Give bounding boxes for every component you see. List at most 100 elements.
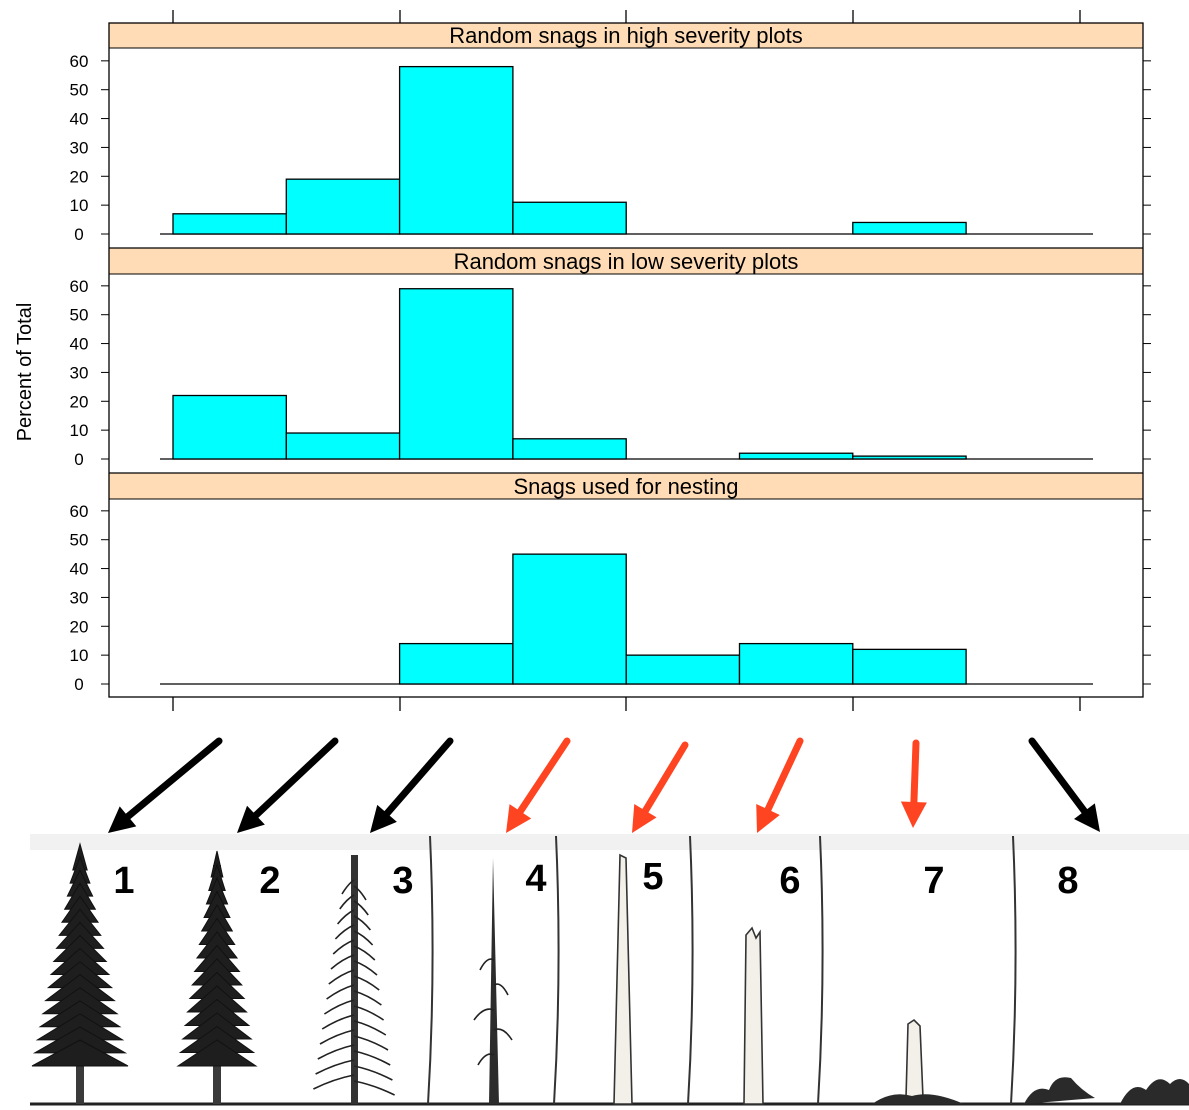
tree-1 <box>31 842 129 1104</box>
stage-6-number: 6 <box>779 860 800 902</box>
y-tick-label: 0 <box>74 225 83 244</box>
bar-7 <box>852 648 967 685</box>
y-tick-label: 30 <box>70 588 89 607</box>
stage-7-arrow <box>900 739 927 828</box>
panel-3: Snags used for nesting 0 10 20 30 40 50 60 <box>70 472 1151 694</box>
histogram-panels: Random snags in high severity plots 0 10 20… <box>70 22 1151 694</box>
y-tick-label: 60 <box>70 502 89 521</box>
arrow-head <box>632 804 657 833</box>
tree-3 <box>313 855 395 1104</box>
branch <box>321 1014 387 1036</box>
illustration-divider <box>553 835 560 1105</box>
panel-2: Random snags in low severity plots 0 10 20 3… <box>70 247 1151 469</box>
stage-8-arrow <box>1028 737 1100 832</box>
panel-strip <box>108 472 1144 500</box>
arrow-shaft <box>252 737 339 819</box>
branch <box>319 1029 389 1051</box>
y-tick-label: 10 <box>70 421 89 440</box>
arrow-head <box>1074 803 1100 832</box>
stage-1-number: 1 <box>113 860 134 902</box>
bar-6 <box>738 642 854 685</box>
stage-1-arrow <box>108 737 223 833</box>
trunk <box>351 855 358 1104</box>
bar-1 <box>172 213 287 235</box>
tree-5 <box>613 853 633 1105</box>
branch <box>479 958 495 971</box>
arrow-head <box>108 806 137 833</box>
branch <box>313 1074 395 1096</box>
arrow-head <box>756 803 780 833</box>
branch <box>328 969 380 991</box>
y-tick-label: 30 <box>70 138 89 157</box>
stage-4-arrow <box>506 737 571 833</box>
bar-1 <box>172 394 287 460</box>
stage-8-number: 8 <box>1057 860 1078 902</box>
tree-4 <box>473 858 513 1104</box>
y-tick-label: 50 <box>70 531 89 550</box>
y-axis-title: Percent of Total <box>14 303 36 442</box>
foliage-tier <box>31 1039 129 1067</box>
y-tick-label: 50 <box>70 306 89 325</box>
y-tick-label: 60 <box>70 52 89 71</box>
stage-4-number: 4 <box>525 858 546 900</box>
bar-4 <box>512 553 627 685</box>
bar-2 <box>285 432 401 460</box>
bar-7 <box>852 221 967 235</box>
y-tick-label: 40 <box>70 335 89 354</box>
stump <box>905 1018 924 1099</box>
branch <box>477 1053 495 1066</box>
stage-6-arrow <box>756 737 804 833</box>
tree-decay-illustration: 1 2 3 4 5 6 7 8 <box>30 834 1189 1106</box>
tree-2 <box>176 850 258 1104</box>
arrow-shaft <box>764 737 804 813</box>
y-tick-label: 50 <box>70 81 89 100</box>
stage-2-arrow <box>237 737 339 833</box>
panel-title: Random snags in low severity plots <box>454 249 799 274</box>
stage-2-number: 2 <box>259 860 280 902</box>
branch <box>493 983 509 996</box>
arrow-shaft <box>910 739 920 806</box>
y-tick-label: 40 <box>70 560 89 579</box>
arrow-shaft <box>1028 737 1088 815</box>
debris <box>1024 1077 1095 1104</box>
arrow-shaft <box>516 737 571 815</box>
bar-2 <box>285 178 401 235</box>
branch <box>330 954 378 976</box>
tree-8 <box>1024 1077 1189 1104</box>
branch <box>332 939 376 961</box>
trunk <box>613 853 633 1105</box>
branch <box>473 1008 495 1021</box>
panel-title: Snags used for nesting <box>513 474 738 499</box>
bar-4 <box>512 201 627 235</box>
arrow-shaft <box>383 737 454 817</box>
panel-1: Random snags in high severity plots 0 10 20… <box>70 22 1151 244</box>
y-tick-label: 0 <box>74 675 83 694</box>
tree-7 <box>872 1018 964 1104</box>
panel-title: Random snags in high severity plots <box>449 23 802 48</box>
bar-7 <box>852 455 967 460</box>
arrow-shaft <box>641 741 689 815</box>
trunk <box>489 858 499 1104</box>
bar-4 <box>512 438 627 460</box>
tree-6 <box>743 926 764 1105</box>
plot-frame <box>108 10 1144 711</box>
y-tick-label: 60 <box>70 277 89 296</box>
stage-arrows <box>108 737 1100 833</box>
branch <box>323 999 385 1021</box>
trunk <box>743 926 764 1105</box>
bar-6 <box>738 452 854 460</box>
illustration-divider <box>817 835 824 1105</box>
illustration-divider <box>427 835 434 1105</box>
panel-strip <box>108 22 1144 49</box>
y-tick-label: 20 <box>70 617 89 636</box>
arrow-head <box>237 805 265 833</box>
arrow-head <box>370 804 397 833</box>
debris <box>1120 1079 1189 1104</box>
arrow-shaft <box>124 737 223 820</box>
branch <box>339 894 369 916</box>
stage-3-number: 3 <box>392 860 413 902</box>
stage-3-arrow <box>370 737 454 833</box>
bar-5 <box>625 654 741 685</box>
branch <box>336 909 372 931</box>
